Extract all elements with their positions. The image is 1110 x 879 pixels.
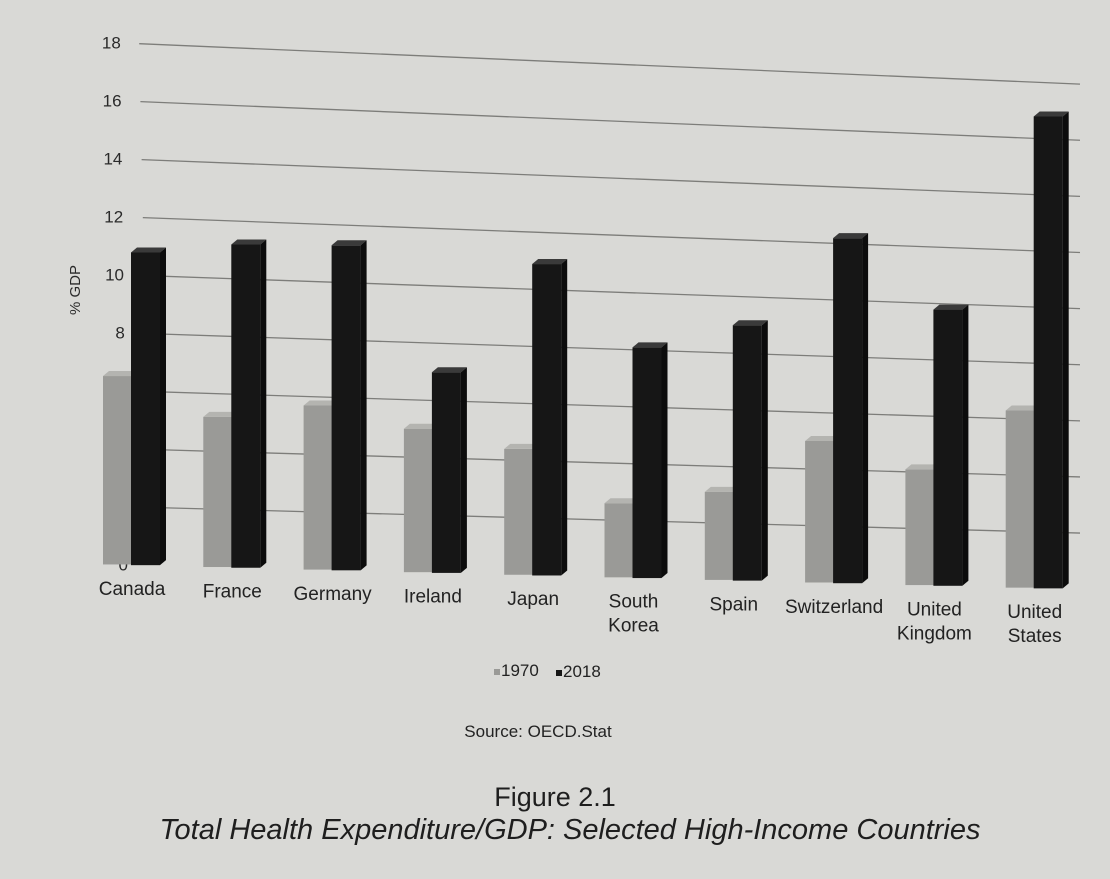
chart-source: Source: OECD.Stat	[464, 722, 612, 741]
gridline	[145, 332, 1081, 366]
bar-top-1970	[403, 423, 439, 429]
category-label: Switzerland	[785, 597, 883, 618]
bar-1970	[1005, 410, 1035, 588]
category-label: Germany	[294, 584, 373, 605]
bar-top-1970	[704, 486, 740, 492]
bar-top-1970	[103, 371, 138, 377]
bar-side-2018	[761, 320, 768, 581]
bar-top-2018	[131, 247, 166, 253]
y-tick-label: 10	[105, 265, 124, 284]
bar-2018	[632, 347, 662, 579]
bar-top-2018	[833, 233, 869, 239]
bar-top-1970	[303, 400, 339, 406]
bar-1970	[203, 416, 233, 568]
bar-top-2018	[431, 367, 467, 373]
category-label: Japan	[507, 589, 559, 610]
category-label: Kingdom	[897, 623, 972, 644]
bar-side-2018	[661, 342, 668, 579]
gridline	[146, 390, 1081, 422]
bar-1970	[704, 491, 734, 580]
bar-2018	[732, 325, 762, 581]
bar-2018	[331, 245, 361, 571]
bar-top-2018	[632, 342, 668, 348]
bar-top-2018	[532, 259, 568, 265]
bar-2018	[1033, 116, 1063, 589]
legend-swatch-1970	[494, 669, 500, 675]
bar-1970	[604, 503, 634, 578]
bar-side-2018	[160, 247, 166, 566]
gridline	[140, 101, 1081, 141]
figure-caption: Total Health Expenditure/GDP: Selected H…	[159, 814, 981, 846]
bar-top-2018	[933, 304, 969, 310]
y-tick-label: 16	[103, 91, 122, 110]
bar-side-2018	[561, 259, 568, 576]
bar-top-1970	[203, 411, 239, 417]
bar-top-2018	[732, 320, 768, 326]
y-tick-label: 14	[103, 149, 122, 168]
bar-top-1970	[504, 443, 540, 449]
legend-swatch-2018	[556, 670, 562, 676]
bar-top-2018	[331, 240, 367, 246]
category-label: States	[1008, 626, 1062, 647]
bar-side-2018	[260, 239, 267, 568]
bar-2018	[833, 238, 863, 584]
bar-top-2018	[231, 239, 267, 245]
bar-2018	[431, 372, 461, 573]
bar-side-2018	[962, 304, 969, 586]
category-label: United	[907, 599, 962, 620]
bar-2018	[231, 244, 261, 568]
bar-side-2018	[862, 233, 869, 584]
bar-1970	[103, 376, 132, 565]
y-tick-label: 0	[119, 555, 128, 574]
bar-1970	[303, 405, 333, 570]
gridline	[141, 158, 1081, 198]
bars	[103, 111, 1069, 589]
bar-2018	[131, 252, 160, 566]
y-tick-label: 18	[102, 33, 121, 52]
bar-1970	[504, 448, 534, 575]
bar-side-2018	[460, 367, 467, 573]
category-label: Korea	[608, 616, 659, 637]
category-label: Ireland	[404, 587, 462, 608]
bar-top-2018	[1033, 111, 1069, 117]
category-label: Canada	[99, 579, 166, 600]
legend: 1970 2018	[494, 661, 601, 681]
category-label: Spain	[709, 594, 758, 615]
figure-label: Figure 2.1	[494, 782, 616, 812]
category-label: France	[203, 581, 262, 602]
legend-label-2018: 2018	[563, 662, 601, 681]
category-labels: Canada France Germany Ireland Japan South Kore…	[99, 579, 1062, 647]
bar-top-1970	[1005, 405, 1041, 411]
bar-1970	[403, 428, 433, 573]
y-tick-label: 12	[104, 207, 123, 226]
bar-2018	[933, 309, 963, 586]
category-label: United	[1007, 602, 1062, 623]
bar-top-1970	[604, 498, 640, 504]
bar-1970	[905, 469, 935, 586]
bar-side-2018	[1062, 111, 1069, 589]
gridlines	[139, 43, 1081, 534]
y-axis-title: % GDP	[67, 265, 84, 315]
bar-side-2018	[360, 240, 367, 571]
bar-2018	[532, 264, 562, 576]
bar-top-1970	[905, 464, 941, 470]
legend-label-1970: 1970	[501, 661, 539, 680]
y-tick-label: 8	[115, 323, 124, 342]
bar-1970	[805, 440, 835, 583]
bar-top-1970	[805, 435, 841, 441]
gridline	[142, 216, 1081, 254]
gridline	[139, 43, 1081, 85]
gridline	[143, 274, 1081, 310]
category-label: South	[609, 592, 659, 613]
